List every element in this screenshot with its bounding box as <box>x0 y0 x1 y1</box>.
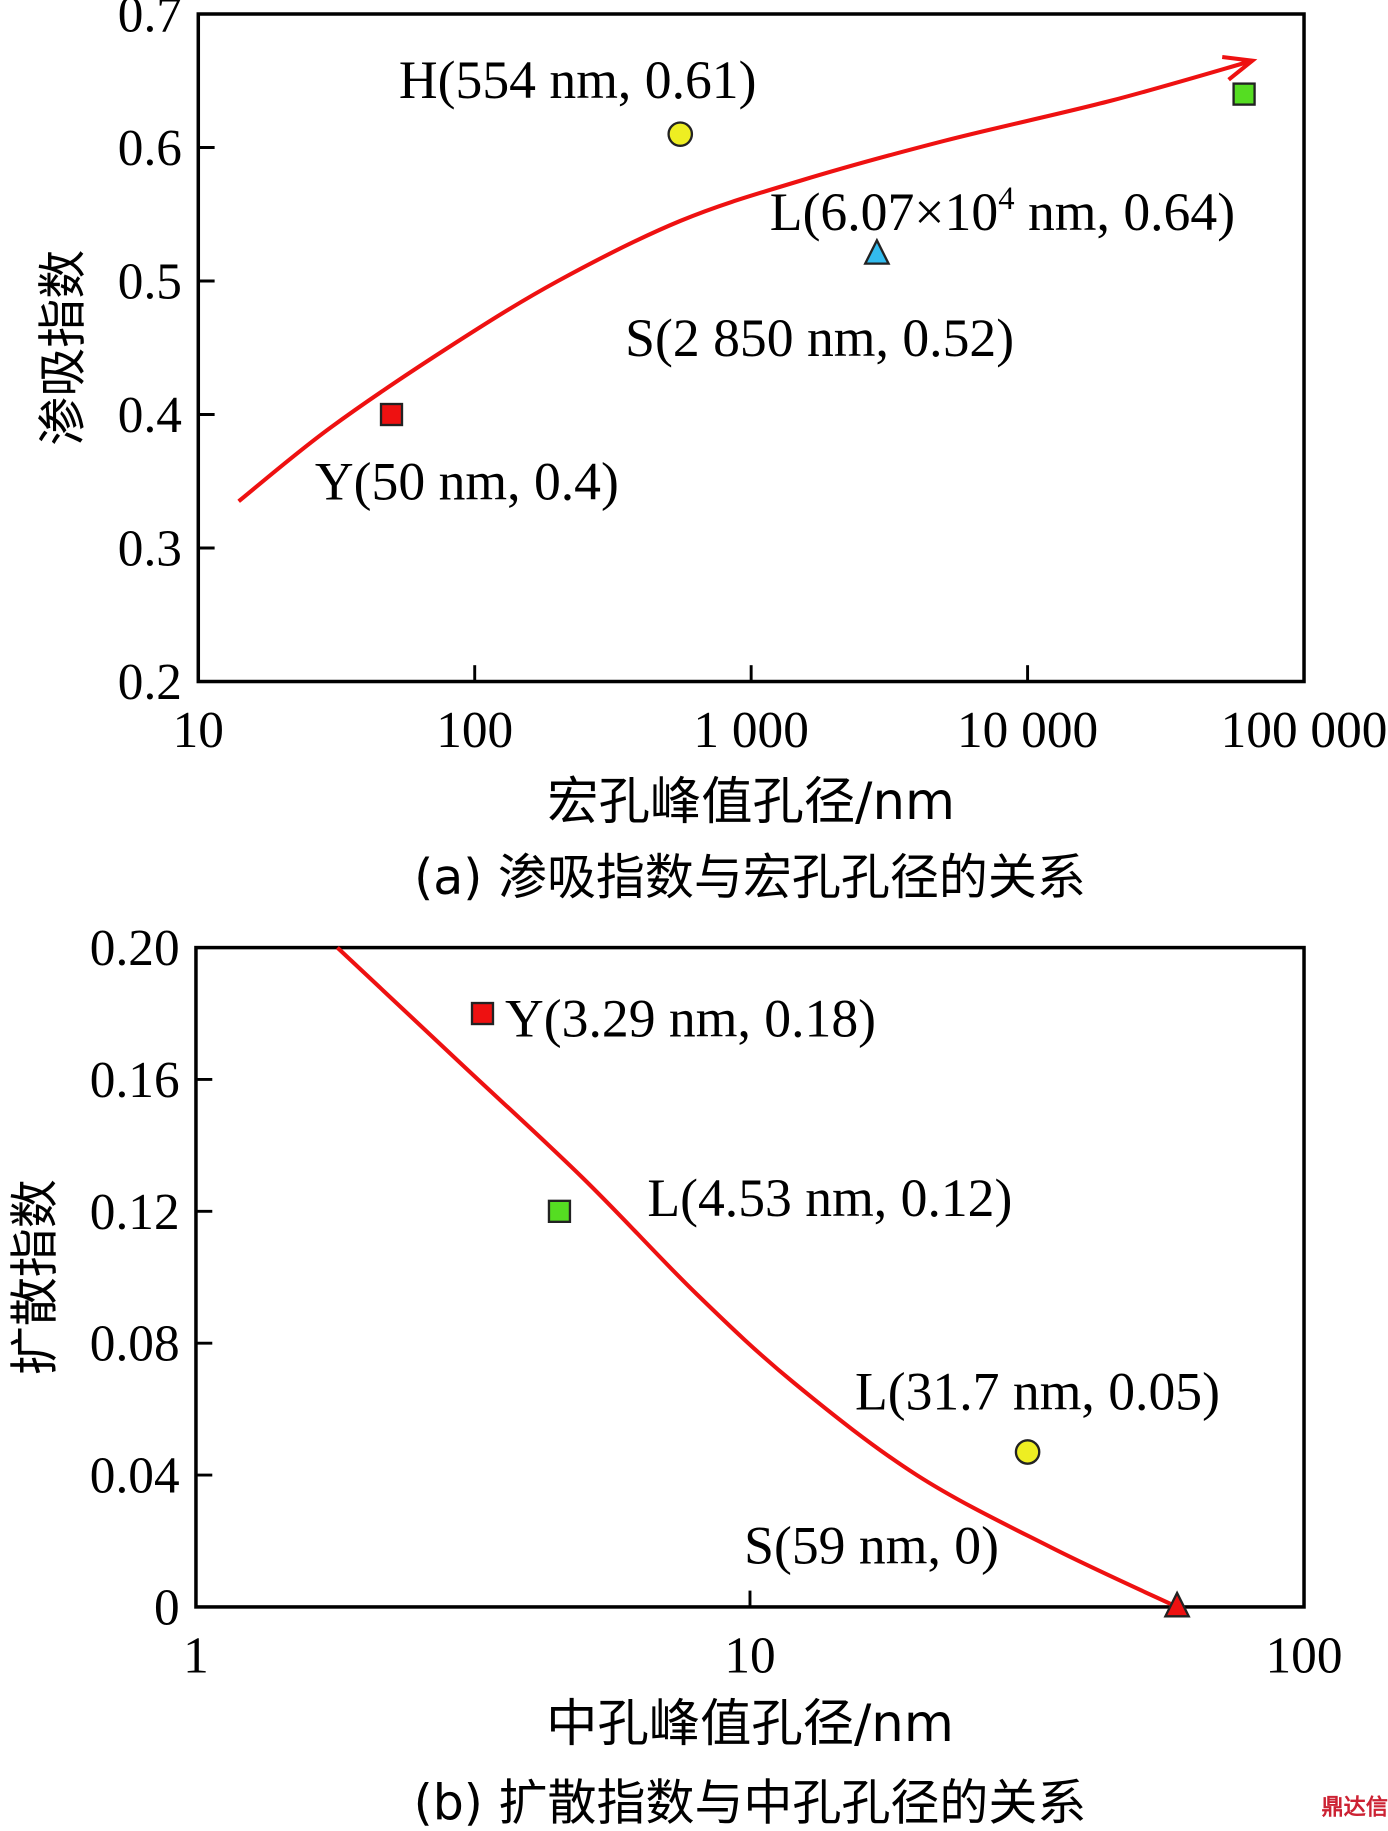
trend-curve <box>335 946 1178 1609</box>
trend-curve <box>237 58 1253 503</box>
data-point-circle <box>667 121 694 147</box>
y-tick-label: 0 <box>154 1579 180 1636</box>
y-tick-label: 0.20 <box>90 920 180 977</box>
watermark: 鼎达信 <box>1322 1795 1388 1821</box>
data-point-square <box>1232 82 1256 106</box>
x-tick-label: 100 <box>436 702 513 759</box>
x-tick-label: 1 000 <box>693 702 808 759</box>
data-point-square <box>379 402 404 427</box>
y-tick-label: 0.12 <box>90 1184 180 1241</box>
caption: (b) 扩散指数与中孔孔径的关系 <box>414 1774 1087 1831</box>
y-tick-label: 0.5 <box>118 254 182 311</box>
data-point-triangle <box>863 237 891 265</box>
y-tick-label: 0.2 <box>118 654 182 711</box>
caption: (a) 渗吸指数与宏孔孔径的关系 <box>414 849 1086 906</box>
data-label: L(4.53 nm, 0.12) <box>647 1168 1012 1228</box>
y-tick-label: 0.08 <box>90 1316 180 1373</box>
y-tick-label: 0.4 <box>118 387 182 444</box>
x-tick-label: 1 <box>183 1627 209 1684</box>
panel-b: 1 10 100 0 0.04 0.08 0.12 0.16 0.20 中孔峰值孔径/nm 扩散指数… <box>6 920 1342 1831</box>
x-tick-label: 10 000 <box>957 702 1098 759</box>
trend-arrow-head <box>1221 54 1258 82</box>
y-axis-label: 扩散指数 <box>6 1179 63 1375</box>
data-label: L(31.7 nm, 0.05) <box>855 1362 1220 1422</box>
y-tick-label: 0.6 <box>118 120 182 177</box>
data-point-square <box>547 1199 572 1224</box>
data-label: H(554 nm, 0.61) <box>399 50 757 110</box>
data-point-triangle <box>1163 1590 1191 1618</box>
y-tick-label: 0.16 <box>90 1052 180 1109</box>
data-label: L(6.07×104 nm, 0.64) <box>770 181 1235 242</box>
y-tick-label: 0.3 <box>118 521 182 578</box>
panel-a: 10 100 1 000 10 000 100 000 0.2 0.3 0.4 0.5 0.6 0.… <box>34 0 1387 906</box>
data-point-square <box>470 1001 495 1026</box>
data-label: Y(50 nm, 0.4) <box>315 451 619 511</box>
data-label: S(59 nm, 0) <box>744 1516 999 1576</box>
data-label: Y(3.29 nm, 0.18) <box>505 988 876 1048</box>
y-tick-label: 0.04 <box>90 1448 180 1505</box>
x-tick-label: 10 <box>173 702 224 759</box>
data-point-circle <box>1014 1439 1041 1465</box>
x-axis-label: 中孔峰值孔径/nm <box>546 1694 954 1754</box>
x-tick-label: 10 <box>724 1627 775 1684</box>
data-label: S(2 850 nm, 0.52) <box>625 308 1014 368</box>
y-tick-label: 0.7 <box>118 0 182 44</box>
x-tick-label: 100 <box>1266 1627 1343 1684</box>
x-axis-label: 宏孔峰值孔径/nm <box>547 772 955 832</box>
y-axis-label: 渗吸指数 <box>34 250 91 446</box>
x-tick-label: 100 000 <box>1221 702 1388 759</box>
